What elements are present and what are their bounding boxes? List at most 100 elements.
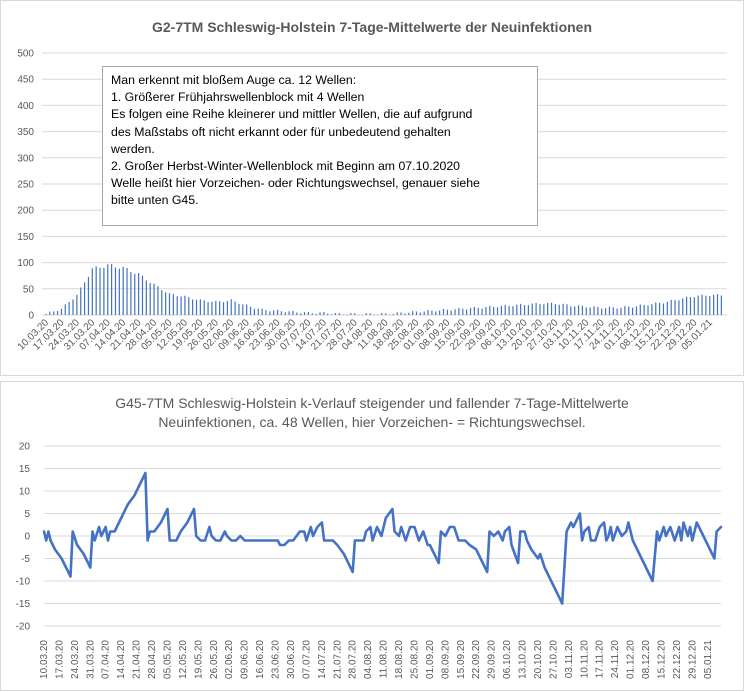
- bar: [300, 313, 302, 315]
- bar: [60, 308, 63, 315]
- x-tick-label: 18.08.20: [394, 640, 405, 679]
- x-tick-label: 24.11.20: [610, 640, 621, 679]
- x-tick-label: 31.03.20: [85, 640, 96, 679]
- bar: [215, 300, 217, 315]
- bar: [377, 314, 379, 316]
- bar: [72, 299, 74, 315]
- bar: [327, 313, 329, 315]
- bar: [211, 301, 213, 315]
- bar: [365, 313, 367, 315]
- x-tick-label: 17.11.20: [595, 640, 606, 679]
- bar: [126, 267, 128, 315]
- bar: [570, 306, 572, 315]
- x-tick-label: 25.08.20: [409, 640, 420, 679]
- x-tick-label: 22.09.20: [471, 640, 482, 679]
- annotation-line: werden.: [111, 141, 155, 156]
- x-tick-label: 21.07.20: [332, 640, 343, 679]
- bar: [589, 307, 591, 315]
- bar: [87, 276, 90, 315]
- y-tick-label: 0: [24, 532, 30, 543]
- x-tick-label: 17.03.20: [54, 640, 65, 679]
- bar: [199, 299, 201, 315]
- bar: [527, 305, 529, 315]
- chart-g2-panel: G2-7TM Schleswig-Holstein 7-Tage-Mittelw…: [0, 0, 744, 376]
- bar: [238, 303, 240, 315]
- bar: [296, 312, 298, 315]
- bar: [130, 272, 132, 315]
- bar: [257, 308, 259, 315]
- annotation-line: 2. Großer Herbst-Winter-Wellenblock mit …: [111, 159, 461, 174]
- y-tick-label: 500: [17, 49, 34, 60]
- bar: [269, 311, 271, 315]
- x-tick-label: 09.06.20: [240, 640, 251, 679]
- bar: [381, 313, 383, 315]
- x-tick-label: 06.10.20: [502, 640, 513, 679]
- x-tick-label: 05.05.20: [162, 640, 173, 679]
- bar: [682, 298, 684, 315]
- y-tick-label: 20: [19, 442, 31, 453]
- bar: [192, 299, 194, 315]
- y-tick-label: 300: [17, 153, 34, 164]
- bar: [435, 311, 437, 315]
- bar: [562, 303, 564, 315]
- x-tick-label: 01.12.20: [626, 640, 637, 679]
- chart-g45-title-line: Neuinfektionen, ca. 48 Wellen, hier Vorz…: [158, 414, 586, 430]
- bar: [716, 294, 719, 315]
- bar: [593, 306, 595, 315]
- bar: [493, 306, 495, 315]
- bar: [276, 309, 279, 315]
- bar: [64, 304, 66, 315]
- x-tick-label: 14.04.20: [116, 640, 127, 679]
- bar: [111, 264, 113, 315]
- bar: [720, 295, 722, 315]
- bar: [246, 304, 248, 315]
- x-tick-label: 07.04.20: [101, 640, 112, 679]
- bar: [662, 303, 665, 315]
- chart-g45-plot: -20 -15 -10 -5 0 5 10 15 20 10.03.20 17.03.20 24.03…: [16, 442, 723, 679]
- bar: [566, 304, 568, 315]
- bar: [500, 305, 502, 315]
- bar: [361, 314, 364, 316]
- bar: [83, 282, 86, 315]
- bar: [577, 305, 580, 315]
- x-tick-label: 24.03.20: [70, 640, 81, 679]
- chart-g45-title-line: G45-7TM Schleswig-Holstein k-Verlauf ste…: [115, 395, 629, 411]
- x-tick-label: 28.07.20: [348, 640, 359, 679]
- bar: [604, 308, 607, 315]
- bar: [408, 312, 410, 315]
- bar: [350, 313, 352, 315]
- bar: [95, 266, 97, 315]
- y-tick-label: -20: [16, 622, 31, 633]
- bar: [574, 306, 576, 315]
- bar: [234, 301, 236, 315]
- bar: [701, 294, 703, 315]
- y-tick-label: 200: [17, 206, 34, 217]
- x-tick-label: 14.07.20: [317, 640, 328, 679]
- y-tick-label: 450: [17, 75, 34, 86]
- bar: [280, 311, 283, 315]
- bar: [168, 293, 171, 315]
- bar: [489, 305, 491, 315]
- bar: [91, 268, 93, 315]
- bar: [651, 304, 653, 315]
- bar: [303, 312, 306, 315]
- bar: [608, 306, 611, 315]
- bar: [307, 311, 310, 315]
- bar: [195, 299, 198, 315]
- bar: [165, 292, 167, 315]
- bar: [442, 308, 445, 315]
- chart-g45-title: G45-7TM Schleswig-Holstein k-Verlauf ste…: [1, 394, 743, 432]
- y-tick-label: -10: [16, 577, 31, 588]
- annotation-line: bitte unten G45.: [111, 193, 199, 208]
- bar: [670, 299, 672, 315]
- bar: [188, 297, 190, 315]
- x-tick-label: 29.12.20: [687, 640, 698, 679]
- bar: [412, 311, 414, 315]
- bar: [477, 307, 479, 315]
- bar: [496, 307, 499, 315]
- y-tick-label: 15: [19, 464, 31, 475]
- bar: [705, 295, 707, 315]
- bar: [454, 309, 456, 315]
- bar: [601, 308, 603, 315]
- bar: [369, 313, 371, 315]
